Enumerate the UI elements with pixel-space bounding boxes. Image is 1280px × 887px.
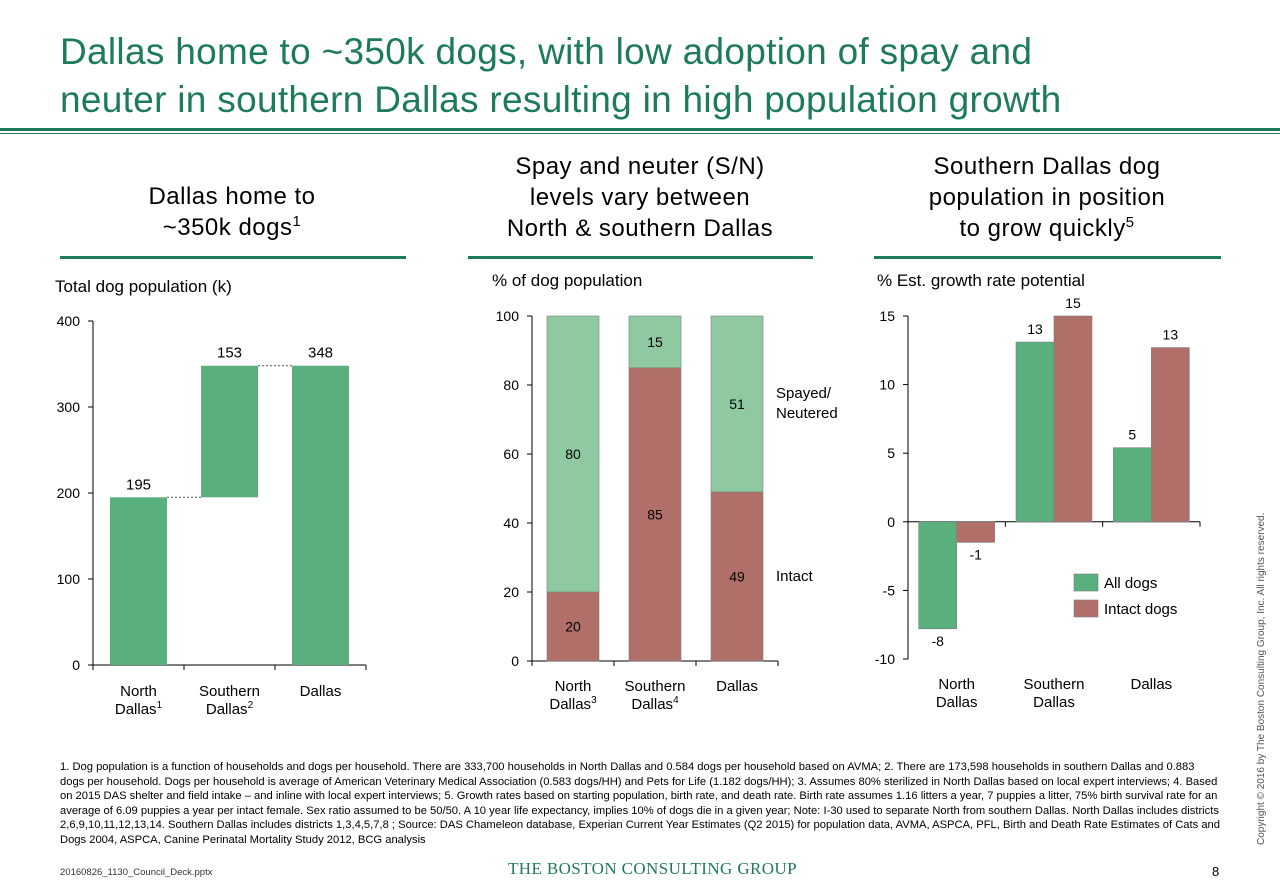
chart-1-y-tick-label-1: 100 [57, 571, 81, 587]
chart-1-bar-2 [292, 365, 349, 665]
chart-2-y-tick-label-2: 40 [503, 515, 519, 531]
chart-3-y-tick-label-0: -10 [875, 651, 895, 667]
panel-3-heading-line-3: to grow quickly5 [959, 215, 1135, 242]
panel-3-divider [874, 256, 1221, 259]
chart-3-bar-label-0-1: 13 [1027, 321, 1043, 337]
chart-3-bar-0-0 [918, 521, 957, 630]
panel-3-heading-line-2: population in position [928, 184, 1166, 211]
chart-2-segment-1-2 [710, 315, 764, 493]
chart-1-y-tick-label-3: 300 [57, 399, 81, 415]
bcg-logo: THE BOSTON CONSULTING GROUP [508, 859, 797, 878]
panel-3-heading: Southern Dallas dog population in positi… [874, 151, 1220, 244]
chart-2-segment-label-0-2: 49 [729, 568, 745, 584]
chart-1-y-tick-label-4: 400 [57, 313, 81, 329]
chart-1-x-label-0: North Dallas1 [115, 683, 163, 718]
chart-2-segment-label-0-0: 20 [565, 619, 581, 635]
chart-1-x-label-1: Southern Dallas2 [199, 683, 260, 718]
chart-2-y-tick-label-1: 20 [503, 584, 519, 600]
chart-3-bar-0-2 [1113, 447, 1152, 523]
panel-1-heading: Dallas home to ~350k dogs1 [60, 181, 404, 243]
chart-2-x-label-0: North Dallas3 [549, 678, 597, 713]
chart-3-x-label-1: Southern Dallas [1024, 676, 1085, 711]
chart-3-y-tick-label-5: 15 [879, 308, 895, 324]
chart-3-y-tick-label-4: 10 [879, 377, 895, 393]
chart-1-bar-1 [201, 365, 258, 498]
chart-2-y-tick-label-4: 80 [503, 377, 519, 393]
chart-2-series-label-intact: Intact [776, 568, 814, 585]
panel-2-heading-line-2: levels vary between [529, 184, 751, 211]
page-number: 8 [1212, 864, 1220, 879]
chart-2-segment-0-1 [628, 367, 682, 662]
panel-3-heading-line-1: Southern Dallas dog [933, 153, 1161, 180]
chart-3-bar-1-1 [1053, 315, 1093, 523]
chart-3-x-label-0: North Dallas [936, 676, 978, 711]
panel-2-heading-line-3: North & southern Dallas [506, 215, 774, 242]
chart-3-legend-swatch-1 [1073, 599, 1099, 618]
chart-2-y-tick-label-3: 60 [503, 446, 519, 462]
footnotes: 1. Dog population is a function of house… [60, 761, 1221, 846]
chart-2-segment-1-0 [546, 315, 600, 593]
chart-1-y-tick-label-0: 0 [72, 657, 80, 673]
chart-3-legend-label-0: All dogs [1104, 575, 1157, 592]
title-divider [0, 128, 1280, 131]
chart-2-unit-label: % of dog population [492, 271, 643, 290]
chart-3-y-tick-label-3: 5 [887, 445, 895, 461]
panel-2-heading-line-1: Spay and neuter (S/N) [515, 153, 765, 180]
panel-2-divider [468, 256, 813, 259]
chart-2-x-label-2: Dallas [716, 678, 758, 695]
panel-3-heading-footnote: 5 [1125, 215, 1135, 231]
chart-2-segment-label-1-1: 15 [647, 334, 663, 350]
panel-2-heading: Spay and neuter (S/N) levels vary betwee… [468, 151, 812, 244]
title-line-2: neuter in southern Dallas resulting in h… [60, 79, 1062, 120]
chart-1-bar-label-2: 348 [308, 345, 333, 362]
chart-1-bar-label-0: 195 [126, 476, 151, 493]
chart-3-bar-0-1 [1015, 341, 1055, 523]
chart-2-segment-1-1 [628, 315, 682, 369]
chart-3-legend-swatch-0 [1073, 573, 1099, 592]
chart-1-x-label-2: Dallas [300, 683, 342, 700]
panel-1-heading-line-1: Dallas home to [148, 183, 316, 210]
chart-3-y-tick-label-2: 0 [887, 514, 895, 530]
chart-2-series-label-spayed: Spayed/Neutered [776, 385, 838, 422]
chart-3-bar-label-1-2: 13 [1163, 327, 1179, 343]
title-divider-thin [0, 133, 1280, 134]
page-title: Dallas home to ~350k dogs, with low adop… [60, 28, 1240, 124]
chart-1-y-tick-label-2: 200 [57, 485, 81, 501]
panel-1-divider [60, 256, 406, 259]
chart-3-unit-label: % Est. growth rate potential [877, 271, 1085, 290]
file-id: 20160826_1130_Council_Deck.pptx [60, 867, 213, 878]
chart-3-bar-1-2 [1151, 347, 1190, 523]
chart-2-segment-label-0-1: 85 [647, 506, 663, 522]
chart-2-x-label-1: Southern Dallas4 [625, 678, 686, 713]
chart-3-bar-label-1-0: -1 [969, 546, 982, 562]
chart-3-bar-label-1-1: 15 [1065, 295, 1081, 311]
chart-2-y-tick-label-0: 0 [511, 653, 519, 669]
chart-1-bar-0 [110, 497, 167, 665]
title-line-1: Dallas home to ~350k dogs, with low adop… [60, 31, 1033, 72]
panel-1-heading-line-2: ~350k dogs1 [162, 214, 302, 241]
chart-2-segment-0-0 [546, 591, 600, 662]
chart-3-x-label-2: Dallas [1130, 676, 1172, 693]
chart-2-segment-label-1-2: 51 [729, 396, 745, 412]
chart-1-unit-label: Total dog population (k) [55, 277, 232, 296]
copyright-notice: Copyright © 2016 by The Boston Consultin… [1256, 512, 1267, 845]
chart-3-bar-label-0-0: -8 [931, 633, 944, 649]
chart-3-y-tick-label-1: -5 [883, 582, 896, 598]
chart-3-bar-label-0-2: 5 [1128, 427, 1136, 443]
chart-1-bar-label-1: 153 [217, 345, 242, 362]
chart-3-legend-label-1: Intact dogs [1104, 601, 1177, 618]
chart-2-segment-label-1-0: 80 [565, 446, 581, 462]
chart-3-bar-1-0 [956, 521, 995, 543]
chart-2-y-tick-label-5: 100 [496, 308, 520, 324]
panel-1-heading-footnote: 1 [292, 214, 302, 230]
